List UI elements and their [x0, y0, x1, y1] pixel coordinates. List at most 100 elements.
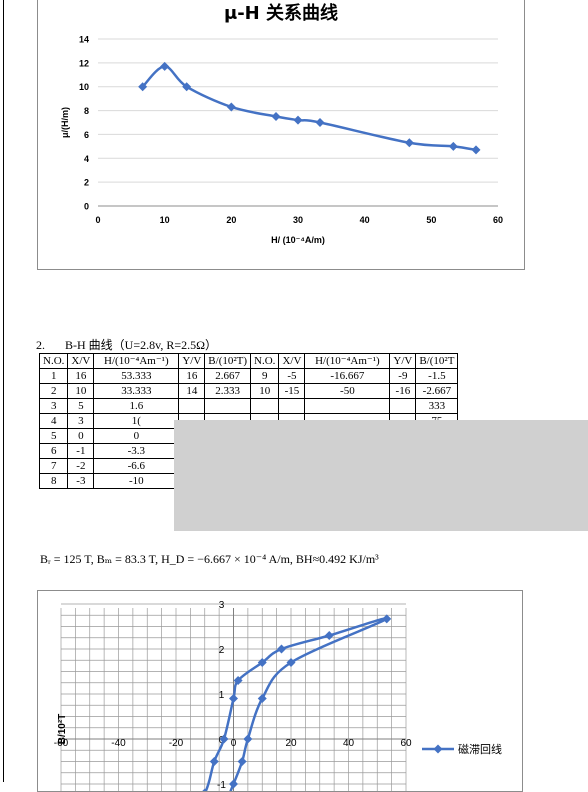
data-point-marker: [209, 757, 219, 766]
table-cell: [250, 398, 280, 414]
table-cell: 53.333: [93, 368, 180, 384]
table-cell: [178, 398, 206, 414]
table-cell: 16: [178, 368, 206, 384]
table-header-cell: X/V: [67, 353, 95, 369]
table-cell: 3: [67, 413, 95, 429]
table-cell: -2.667: [415, 383, 459, 399]
data-point-marker: [277, 644, 287, 654]
y-axis-label: μ/(H/m): [60, 107, 70, 138]
table-cell: [304, 398, 391, 414]
x-tick-label: 40: [343, 738, 355, 749]
y-tick-label: 2: [84, 178, 89, 188]
table-cell: 0: [93, 428, 180, 444]
table-cell: 10: [250, 383, 280, 399]
legend-label: 磁滞回线: [458, 742, 502, 756]
data-point-marker: [448, 141, 458, 151]
table-cell: -16.667: [304, 368, 391, 384]
x-tick-label: 20: [226, 215, 236, 225]
x-tick-label: -20: [169, 738, 184, 749]
data-point-marker: [243, 734, 253, 744]
x-tick-label: 60: [493, 215, 503, 225]
y-tick-label: 12: [79, 58, 89, 68]
table-cell: [278, 398, 306, 414]
mu-h-chart: μ-H 关系曲线 14 12 10 8 6 4 2 0 0 10 20 30 40 50 60 H/ (10⁻…: [37, 0, 525, 270]
data-point-marker: [471, 145, 481, 155]
table-cell: 10: [67, 383, 95, 399]
data-point-marker: [315, 118, 325, 127]
data-point-marker: [286, 658, 296, 667]
y-tick-label: 14: [79, 35, 89, 45]
formula-line: Bᵣ = 125 T, Bₘ = 83.3 T, H_D = −6.667 × …: [40, 552, 379, 566]
table-cell: 0: [67, 428, 95, 444]
table-cell: 7: [38, 458, 69, 474]
table-cell: 5: [67, 398, 95, 414]
y-tick-label: 1: [219, 690, 225, 701]
data-point-marker: [138, 82, 148, 92]
table-cell: -15: [278, 383, 306, 399]
y-tick-label: 0: [84, 202, 89, 212]
table-cell: 333: [415, 398, 459, 414]
table-row: 2 10 33.333 14 2.333 10 -15 -50 -16 -2.667: [38, 383, 459, 399]
table-cell: -2: [67, 458, 95, 474]
y-axis-label: B/10²T: [57, 714, 68, 745]
table-cell: [204, 398, 252, 414]
table-row: 1 16 53.333 16 2.667 9 -5 -16.667 -9 -1.5: [38, 368, 459, 384]
legend-marker: [433, 744, 443, 754]
section-heading: 2. B-H 曲线（U=2.8v, R=2.5Ω）: [36, 336, 217, 353]
data-point-marker: [233, 676, 243, 685]
table-cell: 8: [38, 473, 69, 489]
data-point-marker: [324, 631, 334, 640]
data-point-marker: [404, 138, 414, 148]
table-header-cell: H/(10⁻⁴Am⁻¹): [304, 353, 391, 369]
x-tick-label: 0: [95, 215, 100, 225]
data-point-marker: [219, 734, 229, 744]
mu-h-chart-title: μ-H 关系曲线: [223, 3, 339, 24]
table-cell: 6: [38, 443, 69, 459]
data-point-marker: [257, 694, 267, 703]
table-header-cell: B/(10²T: [415, 353, 459, 369]
redaction-block: [174, 420, 588, 531]
table-header-cell: Y/V: [389, 353, 417, 369]
data-point-marker: [160, 61, 170, 71]
x-tick-label: -60: [54, 738, 69, 749]
table-cell: 2.333: [204, 383, 252, 399]
data-point-marker: [257, 658, 267, 667]
x-axis-label: H/ (10⁻⁴A/m): [271, 235, 325, 245]
table-header-cell: X/V: [278, 353, 306, 369]
data-point-marker: [226, 102, 236, 112]
data-point-marker: [271, 112, 281, 122]
table-cell: -5: [278, 368, 306, 384]
table-cell: 16: [67, 368, 95, 384]
table-cell: -10: [93, 473, 180, 489]
left-margin-line: [3, 0, 4, 782]
x-tick-label: 50: [426, 215, 436, 225]
x-tick-label: 30: [293, 215, 303, 225]
table-cell: 9: [250, 368, 280, 384]
y-tick-label: 2: [219, 645, 225, 656]
data-point-marker: [237, 757, 247, 766]
data-point-marker: [382, 614, 392, 624]
table-cell: 5: [38, 428, 69, 444]
table-cell: [389, 398, 417, 414]
table-cell: -1: [67, 443, 95, 459]
table-header-cell: Y/V: [178, 353, 206, 369]
table-header-cell: H/(10⁻⁴Am⁻¹): [93, 353, 180, 369]
y-tick-label: 3: [219, 600, 225, 611]
table-cell: 14: [178, 383, 206, 399]
table-cell: -6.6: [93, 458, 180, 474]
hysteresis-series-line: [204, 616, 389, 791]
mu-h-series-line: [141, 65, 477, 152]
data-point-marker: [229, 694, 238, 703]
table-cell: 33.333: [93, 383, 180, 399]
table-cell: -3.3: [93, 443, 180, 459]
x-tick-label: 10: [160, 215, 170, 225]
table-header-cell: N.O.: [38, 353, 69, 369]
table-header-cell: N.O.: [250, 353, 280, 369]
table-cell: 4: [38, 413, 69, 429]
table-header-row: N.O. X/V H/(10⁻⁴Am⁻¹) Y/V B/(10²T) N.O. X/V H/(…: [38, 353, 459, 369]
table-row: 3 5 1.6 333: [38, 398, 459, 414]
table-cell: -16: [389, 383, 417, 399]
